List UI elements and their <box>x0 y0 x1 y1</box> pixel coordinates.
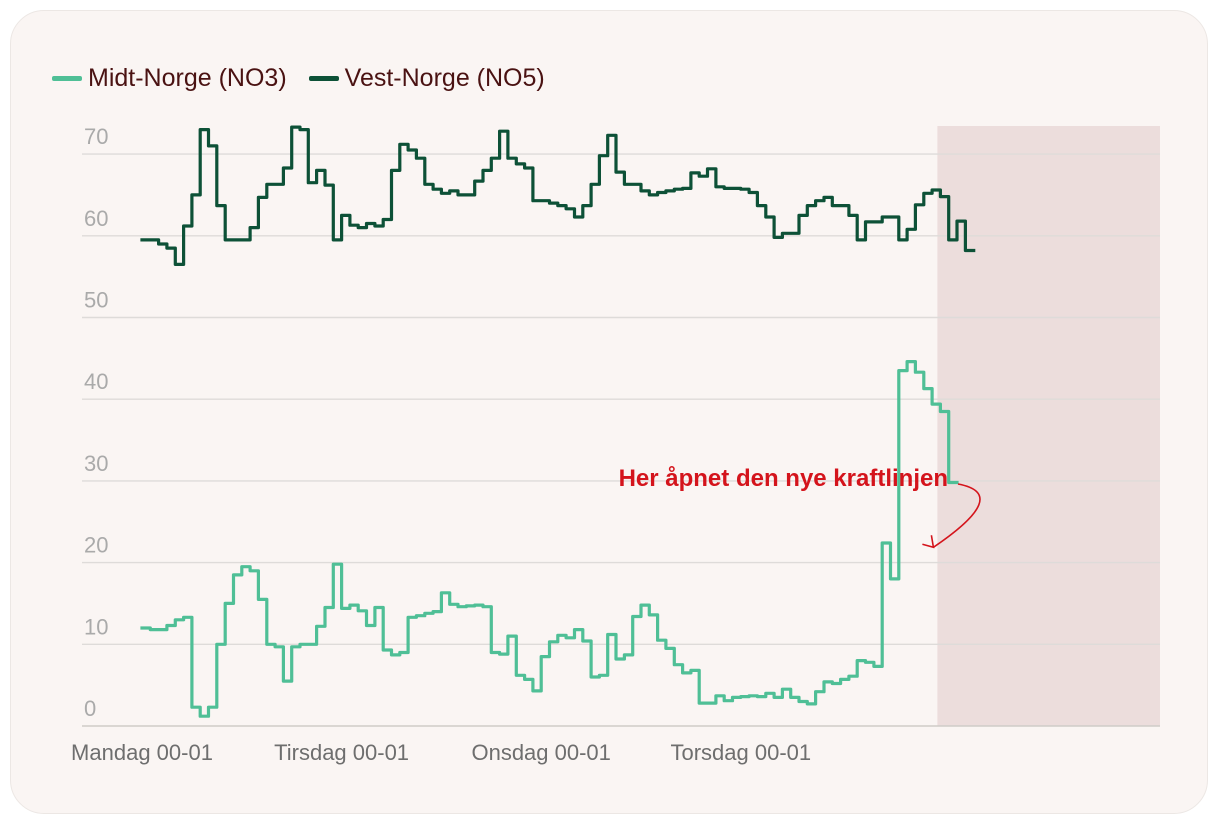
series-line-vest <box>140 125 976 266</box>
x-tick-label: Tirsdag 00-01 <box>274 740 409 765</box>
x-tick-label: Onsdag 00-01 <box>471 740 610 765</box>
annotation-arrow <box>932 483 981 548</box>
legend-swatch-vest <box>308 76 339 81</box>
legend-item-midt[interactable]: Midt-Norge (NO3) <box>52 64 287 93</box>
x-tick-label: Torsdag 00-01 <box>670 740 811 765</box>
y-tick-label: 70 <box>84 124 108 149</box>
legend-swatch-midt <box>52 76 82 81</box>
legend-label-midt: Midt-Norge (NO3) <box>88 64 287 92</box>
series-line-midt <box>140 360 959 718</box>
y-tick-label: 40 <box>84 369 108 394</box>
y-tick-label: 10 <box>84 614 108 639</box>
annotation-label: Her åpnet den nye kraftlinjen <box>619 465 948 492</box>
annotation-arrowhead <box>922 535 935 549</box>
legend-label-vest: Vest-Norge (NO5) <box>344 64 545 92</box>
y-tick-label: 30 <box>84 451 108 476</box>
x-tick-label: Mandag 00-01 <box>71 740 213 765</box>
y-tick-label: 50 <box>84 288 108 313</box>
y-tick-label: 60 <box>84 206 108 231</box>
legend-item-vest[interactable]: Vest-Norge (NO5) <box>308 64 545 93</box>
legend: Midt-Norge (NO3) Vest-Norge (NO5) <box>52 64 567 93</box>
y-tick-label: 20 <box>84 533 108 558</box>
y-tick-label: 0 <box>84 696 96 721</box>
highlight-region <box>937 126 1160 726</box>
